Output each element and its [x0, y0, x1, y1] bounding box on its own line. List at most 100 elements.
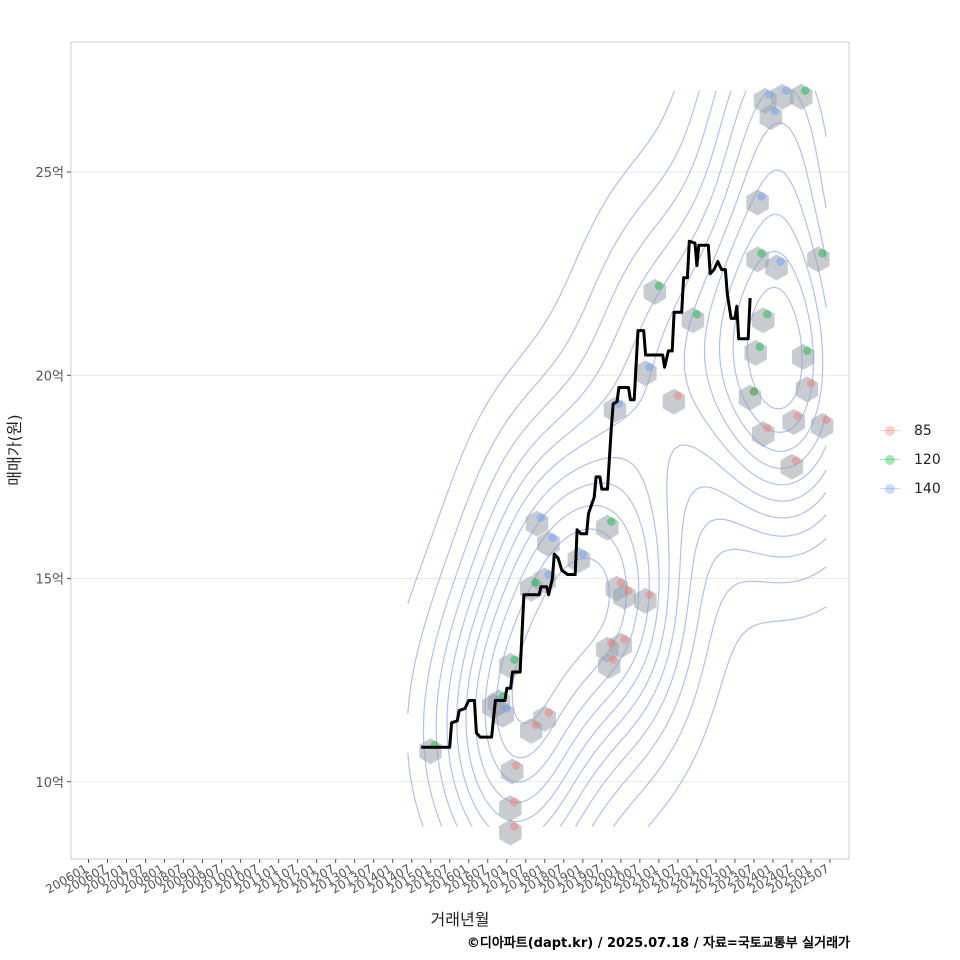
point-120 — [755, 342, 764, 352]
point-85 — [609, 655, 618, 665]
point-120 — [802, 346, 812, 356]
point-85 — [531, 720, 540, 730]
point-85 — [616, 578, 626, 587]
point-85 — [544, 708, 553, 717]
point-85 — [749, 387, 759, 396]
y-axis-title: 매매가(원) — [5, 414, 24, 485]
point-140 — [544, 570, 553, 579]
hex-bin — [596, 514, 619, 541]
hex-bin — [533, 705, 556, 732]
y-tick-label: 25억 — [35, 166, 64, 181]
hex-bin — [771, 83, 794, 110]
point-140 — [548, 533, 557, 543]
point-140 — [757, 192, 766, 201]
hex-bin — [491, 701, 514, 728]
point-120 — [801, 86, 810, 95]
point-85 — [806, 379, 816, 388]
hex-bin — [598, 652, 621, 679]
hex-bin — [765, 254, 788, 281]
hex-bin — [681, 307, 705, 334]
point-120 — [607, 517, 616, 526]
y-axis: 10억 15억 20억 25억 — [35, 166, 71, 791]
point-120 — [763, 310, 772, 319]
trend-line-path — [421, 239, 752, 749]
hex-bin — [791, 343, 815, 370]
point-85 — [763, 423, 772, 433]
point-120 — [531, 578, 540, 587]
hex-bin — [759, 104, 783, 131]
legend-item-120: 120 — [876, 445, 941, 474]
point-140 — [645, 362, 654, 372]
legend-item-140: 140 — [876, 474, 941, 503]
hex-bin — [795, 376, 819, 403]
density-contour — [435, 90, 827, 827]
hex-bins — [419, 83, 834, 846]
gridlines — [71, 171, 849, 783]
point-140 — [776, 257, 785, 266]
point-85 — [620, 635, 629, 644]
point-85 — [645, 590, 654, 599]
hex-bin — [613, 583, 636, 610]
hex-bin — [780, 453, 803, 480]
hex-bin — [537, 530, 560, 557]
caption: ©디아파트(dapt.kr) / 2025.07.18 / 자료=국토교통부 실… — [466, 936, 850, 951]
point-85 — [793, 411, 802, 421]
legend-item-85: 85 — [876, 416, 941, 445]
point-85 — [512, 761, 521, 770]
hex-bin — [499, 795, 522, 822]
hex-bin — [782, 409, 805, 435]
hex-bin — [634, 587, 657, 614]
hex-bin — [790, 83, 813, 110]
x-axis: 2006012006072007012007072008012008072009… — [43, 859, 831, 897]
point-85 — [607, 639, 616, 648]
point-85 — [791, 456, 800, 465]
density-contour — [407, 90, 827, 827]
hex-bin — [643, 278, 667, 305]
point-85 — [510, 822, 519, 831]
trend-line — [421, 239, 752, 749]
legend-key-120 — [876, 450, 904, 470]
hex-bin — [746, 189, 769, 216]
point-120 — [749, 387, 759, 396]
hex-bin — [662, 388, 686, 415]
legend-key-85 — [876, 421, 904, 441]
point-140 — [502, 704, 511, 713]
hex-bin — [752, 421, 775, 448]
point-120 — [654, 281, 664, 291]
hex-bin — [609, 632, 632, 659]
hex-bin — [746, 246, 769, 273]
legend: 85 120 140 — [876, 416, 941, 503]
panel-background — [70, 41, 850, 860]
point-120 — [818, 249, 827, 258]
point-140 — [536, 513, 546, 522]
hex-bin — [525, 510, 549, 537]
point-85 — [624, 586, 633, 595]
hex-bin — [807, 246, 830, 273]
density-contour — [456, 90, 827, 827]
point-120 — [692, 310, 702, 319]
density-contour — [407, 90, 827, 827]
point-85 — [673, 391, 683, 400]
point-140 — [764, 90, 774, 100]
point-85 — [510, 797, 519, 807]
legend-key-140 — [876, 479, 904, 499]
hex-bin — [634, 360, 657, 387]
y-tick-label: 15억 — [35, 573, 64, 588]
hex-bin — [752, 307, 775, 334]
point-140 — [578, 549, 588, 559]
hex-bin — [810, 413, 834, 439]
hex-bin — [501, 758, 524, 785]
x-axis-title: 거래년월 — [431, 910, 490, 929]
legend-label-85: 85 — [914, 422, 932, 439]
hex-bin — [738, 384, 762, 411]
hex-bin — [419, 738, 442, 765]
hex-bin — [567, 547, 591, 574]
point-85 — [821, 415, 831, 425]
y-tick-label: 10억 — [35, 776, 64, 791]
hex-bin — [603, 396, 627, 423]
density-contour — [422, 90, 827, 827]
hex-bin — [744, 339, 767, 366]
point-140 — [770, 106, 780, 116]
legend-label-120: 120 — [914, 451, 941, 468]
